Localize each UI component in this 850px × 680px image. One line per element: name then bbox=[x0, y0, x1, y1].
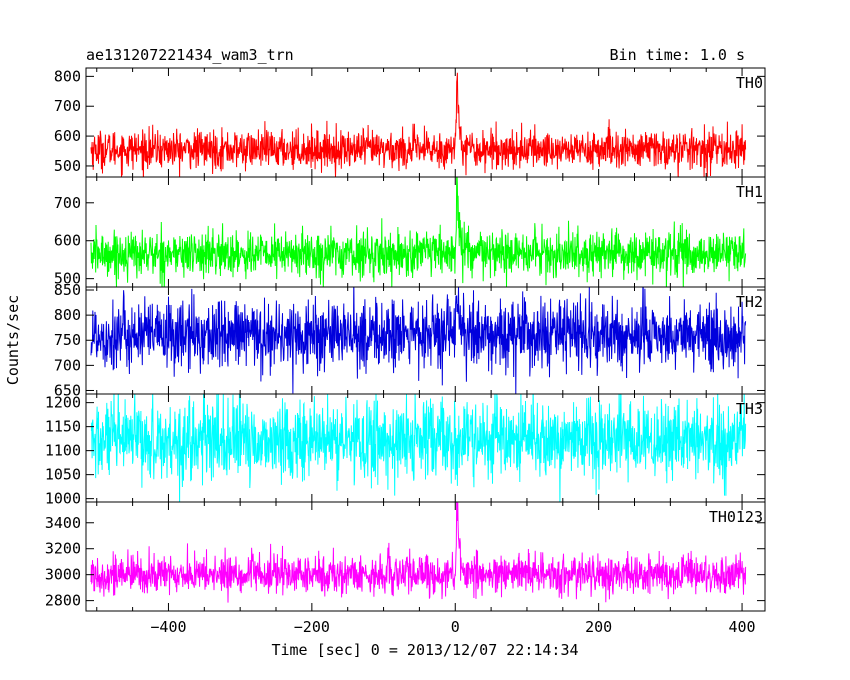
y-tick-label: 1000 bbox=[45, 490, 81, 508]
x-axis-label: Time [sec] 0 = 2013/12/07 22:14:34 bbox=[271, 641, 578, 659]
y-tick-label: 600 bbox=[54, 127, 81, 145]
series-line-th1 bbox=[90, 177, 747, 287]
panel-th2: 650 700 750 800 850 TH2 bbox=[54, 281, 766, 399]
bin-time-label: Bin time: 1.0 s bbox=[610, 46, 745, 64]
figure-title: ae131207221434_wam3_trn bbox=[86, 46, 294, 64]
panel-frame bbox=[85, 501, 766, 612]
series-line-th0123 bbox=[90, 502, 747, 603]
panel-th0123: 2800 3000 3200 3400 TH0123 bbox=[45, 501, 766, 612]
y-tick-label: 1050 bbox=[45, 466, 81, 484]
y-tick-label: 650 bbox=[54, 381, 81, 399]
series-label: TH0123 bbox=[709, 508, 763, 526]
panel-th1: 500 600 700 TH1 bbox=[54, 176, 766, 288]
y-tick-label: 1150 bbox=[45, 418, 81, 436]
y-tick-label: 1100 bbox=[45, 442, 81, 460]
x-tick-label: 0 bbox=[451, 618, 460, 636]
panel-th0: 500 600 700 800 TH0 bbox=[54, 67, 766, 178]
y-tick-label: 3400 bbox=[45, 514, 81, 532]
x-axis: −400 −200 0 200 400 bbox=[150, 618, 755, 636]
series-label: TH2 bbox=[736, 293, 763, 311]
y-tick-label: 3000 bbox=[45, 566, 81, 584]
panel-th3: 1000 1050 1100 1150 1200 TH3 bbox=[45, 393, 766, 508]
y-tick-label: 850 bbox=[54, 281, 81, 299]
y-tick-label: 500 bbox=[54, 270, 81, 288]
y-axis-label: Counts/sec bbox=[4, 295, 22, 385]
y-tick-label: 1200 bbox=[45, 394, 81, 412]
y-tick-label: 700 bbox=[54, 194, 81, 212]
y-tick-label: 3200 bbox=[45, 540, 81, 558]
panel-frame bbox=[85, 176, 766, 288]
series-line-th2 bbox=[90, 287, 747, 394]
y-tick-label: 800 bbox=[54, 67, 81, 85]
y-tick-label: 700 bbox=[54, 356, 81, 374]
x-tick-label: 400 bbox=[729, 618, 756, 636]
y-tick-label: 800 bbox=[54, 306, 81, 324]
series-label: TH0 bbox=[736, 74, 763, 92]
y-tick-label: 2800 bbox=[45, 592, 81, 610]
x-tick-label: −200 bbox=[294, 618, 330, 636]
x-tick-label: −400 bbox=[150, 618, 186, 636]
series-label: TH3 bbox=[736, 400, 763, 418]
series-label: TH1 bbox=[736, 183, 763, 201]
series-line-th0 bbox=[90, 72, 747, 177]
series-line-th3 bbox=[90, 394, 747, 502]
panel-stack: 500 600 700 800 TH0 500 600 700 TH1 650 700 750 800 8… bbox=[45, 67, 766, 612]
panel-frame bbox=[85, 67, 766, 178]
x-tick-label: 200 bbox=[585, 618, 612, 636]
y-tick-label: 700 bbox=[54, 97, 81, 115]
y-tick-label: 600 bbox=[54, 232, 81, 250]
y-tick-label: 500 bbox=[54, 157, 81, 175]
y-tick-label: 750 bbox=[54, 331, 81, 349]
